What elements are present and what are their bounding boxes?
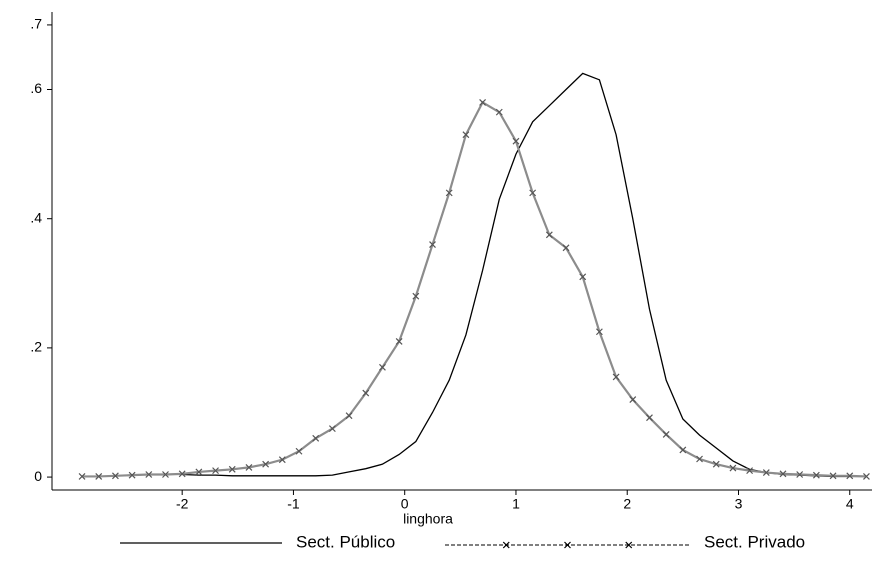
marker [162, 471, 169, 478]
marker [111, 472, 119, 480]
marker [545, 231, 553, 239]
marker [562, 244, 570, 252]
marker [846, 472, 854, 480]
marker [662, 431, 670, 438]
y-tick-label: .4 [30, 209, 42, 225]
marker [629, 396, 637, 403]
x-tick-label: 2 [623, 496, 631, 512]
marker [595, 328, 603, 336]
marker [145, 471, 153, 478]
marker [812, 471, 820, 479]
marker [178, 470, 186, 478]
marker [696, 455, 703, 463]
marker [295, 447, 303, 455]
marker [95, 473, 103, 480]
legend-label: Sect. Privado [704, 532, 805, 551]
marker [863, 473, 870, 480]
marker [429, 241, 436, 248]
marker [195, 468, 203, 476]
marker [779, 470, 787, 478]
x-tick-label: 3 [735, 496, 743, 512]
marker [646, 414, 653, 422]
marker [312, 434, 320, 442]
y-tick-label: .6 [30, 80, 42, 96]
marker [379, 363, 386, 371]
x-tick-label: -2 [176, 496, 189, 512]
marker [479, 99, 487, 106]
marker [712, 460, 720, 468]
marker [746, 467, 754, 475]
marker [529, 189, 537, 197]
marker [395, 338, 403, 345]
legend-label: Sect. Público [296, 532, 395, 551]
marker [128, 471, 136, 479]
marker [245, 463, 253, 471]
marker [502, 541, 510, 549]
marker [362, 389, 370, 397]
marker [412, 292, 420, 300]
series-line [182, 72, 867, 478]
y-tick-label: .7 [30, 16, 42, 32]
marker [579, 273, 587, 281]
series-line [82, 100, 867, 478]
marker [228, 465, 236, 473]
marker [78, 473, 86, 480]
marker [262, 460, 270, 468]
y-tick-label: .2 [30, 339, 42, 355]
marker [762, 469, 770, 476]
marker [625, 541, 633, 549]
x-tick-label: 0 [401, 496, 409, 512]
marker [729, 464, 737, 472]
x-tick-label: 1 [512, 496, 520, 512]
marker [512, 137, 520, 145]
marker [495, 108, 503, 116]
marker [345, 412, 353, 420]
marker [796, 471, 804, 478]
marker [462, 131, 470, 139]
marker [679, 446, 687, 454]
marker [612, 373, 620, 381]
marker [212, 467, 219, 475]
x-axis-label: linghora [403, 511, 453, 527]
marker [328, 425, 336, 433]
marker [278, 456, 286, 464]
x-tick-label: -1 [287, 496, 300, 512]
marker [564, 541, 571, 549]
x-tick-label: 4 [846, 496, 854, 512]
y-tick-label: 0 [34, 468, 42, 484]
marker [829, 472, 837, 480]
marker [445, 189, 453, 197]
